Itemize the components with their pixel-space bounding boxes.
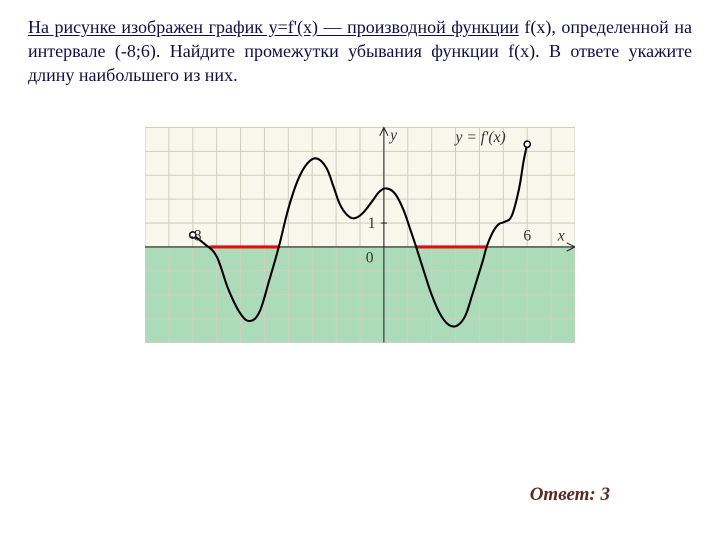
svg-text:y = f'(x): y = f'(x) bbox=[454, 129, 506, 146]
svg-text:-8: -8 bbox=[189, 228, 202, 245]
derivative-chart: y x 0 1 -8 6 y = f'(x) bbox=[145, 105, 575, 365]
svg-text:0: 0 bbox=[366, 250, 374, 267]
svg-text:6: 6 bbox=[523, 228, 531, 245]
svg-text:y: y bbox=[388, 127, 397, 144]
svg-text:1: 1 bbox=[368, 215, 376, 232]
answer-text: Ответ: 3 bbox=[530, 484, 610, 506]
chart-container: y x 0 1 -8 6 y = f'(x) bbox=[28, 105, 692, 365]
svg-text:x: x bbox=[557, 228, 565, 245]
problem-text: На рисунке изображен график y=f'(x) — пр… bbox=[28, 16, 692, 87]
